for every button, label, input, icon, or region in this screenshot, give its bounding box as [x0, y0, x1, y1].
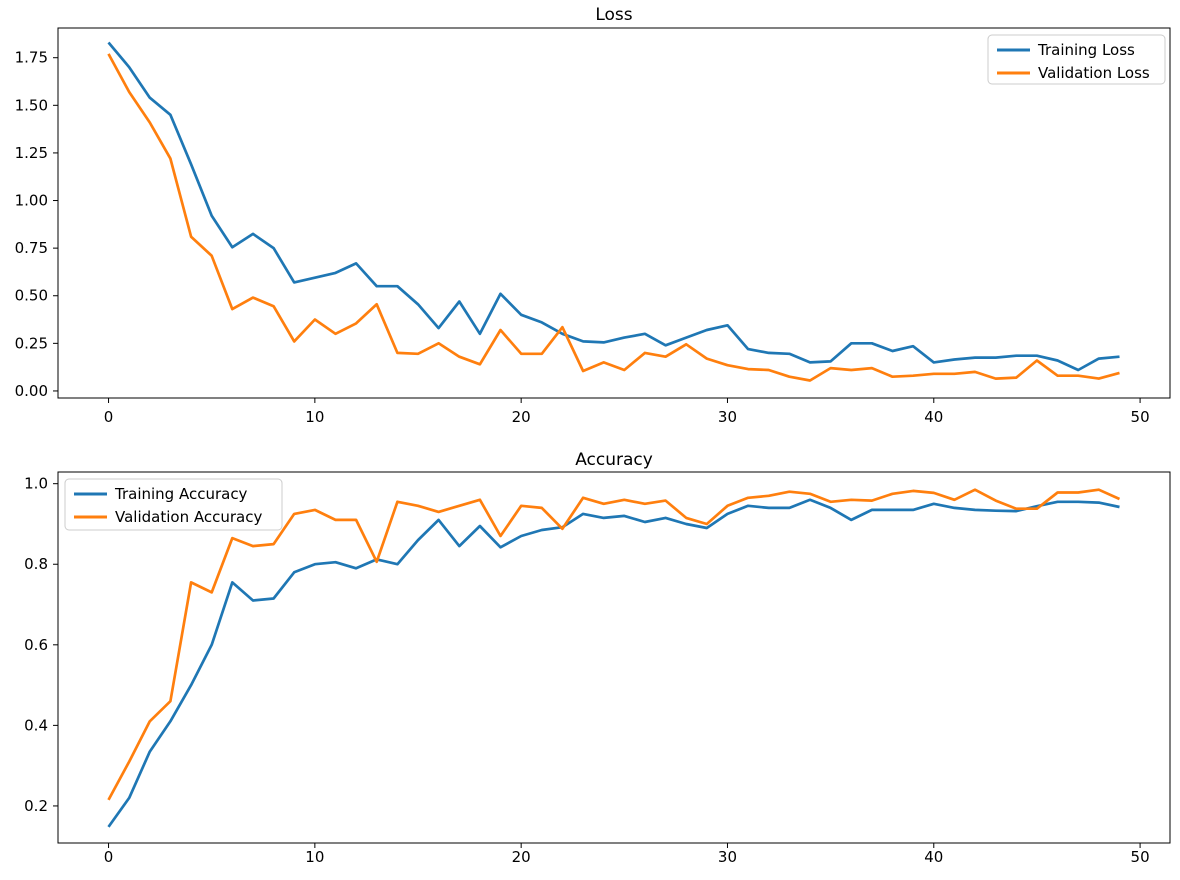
x-tick-label: 20	[512, 408, 531, 426]
legend-box	[987, 34, 1166, 85]
training-loss-line	[107, 41, 1120, 372]
legend-box	[64, 478, 283, 531]
y-tick-label: 0.2	[24, 797, 48, 815]
y-tick-label: 1.00	[15, 192, 48, 210]
validation-loss-line	[107, 53, 1120, 382]
loss-chart: 0 10 20 30 40 50 0.00 0.25 0.50 0.75 1.00 1.25 1.50 1…	[15, 27, 1171, 426]
legend-label: Validation Accuracy	[115, 508, 262, 526]
x-tick-label: 10	[305, 848, 324, 866]
y-tick-label: 1.75	[15, 49, 48, 67]
x-tick-label: 0	[104, 848, 114, 866]
x-tick-label: 10	[305, 408, 324, 426]
validation-accuracy-line	[107, 488, 1121, 801]
y-tick-label: 1.25	[15, 144, 48, 162]
loss-chart-title: Loss	[595, 5, 632, 25]
y-tick-label: 0.50	[15, 287, 48, 305]
accuracy-chart: 0 10 20 30 40 50 0.2 0.4 0.6 0.8 1.0 Training Accur…	[24, 471, 1171, 866]
x-tick-label: 20	[512, 848, 531, 866]
y-tick-label: 1.50	[15, 96, 48, 114]
axes-spines	[57, 27, 1171, 399]
y-tick-label: 0.25	[15, 334, 48, 352]
legend-label: Training Loss	[1037, 41, 1135, 59]
y-tick-label: 1.0	[24, 475, 48, 493]
y-tick-label: 0.75	[15, 239, 48, 257]
x-tick-label: 50	[1131, 848, 1150, 866]
x-tick-label: 0	[104, 408, 114, 426]
training-accuracy-line	[107, 498, 1120, 828]
x-tick-label: 30	[718, 848, 737, 866]
axes-spines	[57, 471, 1171, 844]
y-tick-label: 0.4	[24, 716, 48, 734]
accuracy-chart-title: Accuracy	[575, 450, 653, 470]
x-tick-label: 40	[924, 408, 943, 426]
y-tick-label: 0.00	[15, 382, 48, 400]
legend-label: Training Accuracy	[114, 485, 248, 503]
x-tick-label: 50	[1131, 408, 1150, 426]
x-tick-label: 40	[924, 848, 943, 866]
y-tick-label: 0.8	[24, 555, 48, 573]
legend-label: Validation Loss	[1038, 64, 1150, 82]
y-tick-label: 0.6	[24, 636, 48, 654]
x-tick-label: 30	[718, 408, 737, 426]
